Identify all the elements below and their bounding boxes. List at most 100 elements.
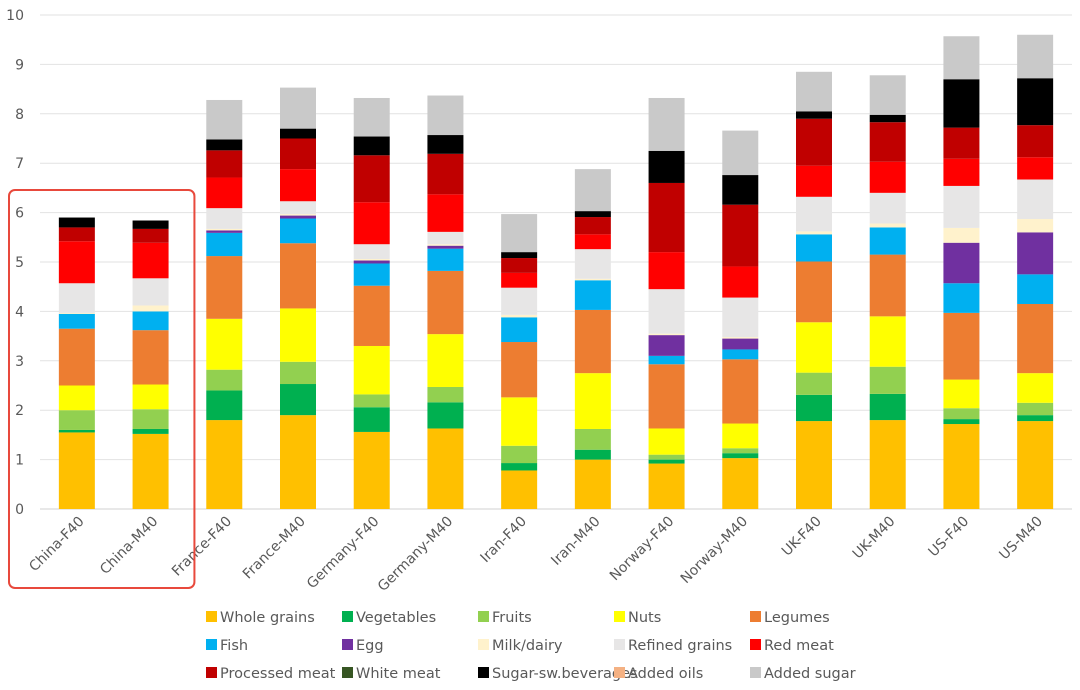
y-tick-label: 10 xyxy=(6,8,24,24)
bar-segment-sugar-sw-beverages xyxy=(132,220,169,229)
legend-swatch-milk-dairy xyxy=(478,639,489,650)
highlight-box xyxy=(8,189,196,589)
x-tick-label: Norway-F40 xyxy=(607,514,678,585)
y-tick-label: 6 xyxy=(15,206,24,222)
legend-label-fruits: Fruits xyxy=(492,610,532,626)
bar-segment-added-sugar xyxy=(648,97,685,151)
bar-segment-whole-grains xyxy=(722,458,759,509)
y-tick-label: 3 xyxy=(15,354,24,370)
legend-swatch-added-sugar xyxy=(750,667,761,678)
bar-segment-legumes xyxy=(206,256,243,319)
bar-segment-fish xyxy=(280,218,316,244)
legend-swatch-sugar-sw-beverages xyxy=(478,667,489,678)
legend-label-milk-dairy: Milk/dairy xyxy=(492,638,563,654)
bar-segment-legumes xyxy=(132,330,169,385)
bar-segment-processed-meat xyxy=(869,122,906,162)
bar-segment-fish xyxy=(501,317,538,343)
bar-segment-legumes xyxy=(943,312,980,380)
bar-segment-fruits xyxy=(58,410,95,430)
bar-segment-whole-grains xyxy=(574,459,611,509)
legend-label-processed-meat: Processed meat xyxy=(220,666,336,682)
legend-swatch-red-meat xyxy=(750,639,761,650)
y-tick-label: 2 xyxy=(15,403,24,419)
bar-segment-legumes xyxy=(1017,303,1054,374)
bar-segment-processed-meat xyxy=(206,150,243,178)
bar-segment-nuts xyxy=(501,397,538,446)
bar-segment-red-meat xyxy=(574,234,611,250)
bar-segment-milk-dairy xyxy=(1017,219,1054,233)
legend-label-vegetables: Vegetables xyxy=(356,610,436,626)
bar-segment-milk-dairy xyxy=(943,227,980,243)
x-tick-label: Iran-M40 xyxy=(548,514,603,569)
bar-segment-fruits xyxy=(869,366,906,394)
bar-segment-red-meat xyxy=(206,177,243,209)
bar-segment-fish xyxy=(648,355,685,365)
bar-segment-fruits xyxy=(648,454,685,460)
y-tick-label: 5 xyxy=(15,255,24,271)
bar-segment-egg xyxy=(206,230,243,233)
bar-segment-added-sugar xyxy=(501,214,538,253)
bar-segment-nuts xyxy=(796,322,832,373)
bar-segment-added-sugar xyxy=(206,99,243,140)
bar-segment-nuts xyxy=(427,334,464,387)
bar-segment-refined-grains xyxy=(869,192,906,224)
x-tick-label: UK-F40 xyxy=(779,514,825,560)
bar-segment-added-sugar xyxy=(280,87,316,129)
bar-segment-whole-grains xyxy=(1017,421,1054,509)
bar-segment-whole-grains xyxy=(501,470,538,509)
bar-segment-vegetables xyxy=(353,407,390,432)
bar-segment-vegetables xyxy=(648,459,685,464)
bar-segment-sugar-sw-beverages xyxy=(722,175,759,205)
legend-swatch-egg xyxy=(342,639,353,650)
bar-segment-processed-meat xyxy=(132,228,169,243)
bar-segment-milk-dairy xyxy=(206,228,243,231)
bar-segment-added-sugar xyxy=(722,130,759,176)
x-tick-label: France-F40 xyxy=(169,514,235,580)
bar-segment-red-meat xyxy=(501,272,538,288)
bar-segment-milk-dairy xyxy=(353,259,390,261)
bar-segment-added-sugar xyxy=(427,95,464,136)
legend-swatch-processed-meat xyxy=(206,667,217,678)
x-tick-label: Germany-M40 xyxy=(375,514,456,595)
bar-segment-fruits xyxy=(574,428,611,450)
bar-segment-fruits xyxy=(280,361,316,385)
legend-swatch-vegetables xyxy=(342,611,353,622)
bar-segment-fruits xyxy=(132,409,169,429)
bar-segment-added-sugar xyxy=(869,75,906,115)
bar-segment-sugar-sw-beverages xyxy=(1017,78,1054,126)
bar-segment-fish xyxy=(1017,274,1054,304)
bar-segment-refined-grains xyxy=(501,287,538,315)
bar-segment-refined-grains xyxy=(353,244,390,260)
bar-segment-processed-meat xyxy=(427,153,464,195)
x-tick-label: France-M40 xyxy=(240,514,309,583)
bar-segment-fruits xyxy=(353,394,390,408)
bar-segment-legumes xyxy=(722,359,759,424)
bar-segment-whole-grains xyxy=(869,420,906,509)
legend-swatch-refined-grains xyxy=(614,639,625,650)
bar-segment-nuts xyxy=(1017,373,1054,403)
bar-segment-nuts xyxy=(353,345,390,395)
bar-segment-fruits xyxy=(1017,402,1054,416)
bar-segment-red-meat xyxy=(1017,157,1054,180)
bar-segment-fruits xyxy=(501,445,538,464)
bar-segment-sugar-sw-beverages xyxy=(206,139,243,151)
bar-segment-whole-grains xyxy=(280,415,316,509)
bar-segment-legumes xyxy=(648,364,685,429)
bar-segment-legumes xyxy=(427,270,464,335)
bar-segment-red-meat xyxy=(943,158,980,186)
bar-segment-milk-dairy xyxy=(58,312,95,314)
bar-segment-nuts xyxy=(574,373,611,429)
bar-segment-milk-dairy xyxy=(796,231,832,235)
bar-segment-whole-grains xyxy=(353,431,390,509)
bar-segment-whole-grains xyxy=(132,433,169,509)
bar-segment-fish xyxy=(58,313,95,329)
bar-segment-fish xyxy=(869,227,906,255)
bar-segment-red-meat xyxy=(869,161,906,193)
bar-segment-legumes xyxy=(58,328,95,386)
legend-label-red-meat: Red meat xyxy=(764,638,834,654)
bar-segment-whole-grains xyxy=(943,424,980,509)
bar-segment-fruits xyxy=(206,369,243,391)
bar-segment-nuts xyxy=(722,423,759,449)
bar-segment-legumes xyxy=(280,243,316,309)
